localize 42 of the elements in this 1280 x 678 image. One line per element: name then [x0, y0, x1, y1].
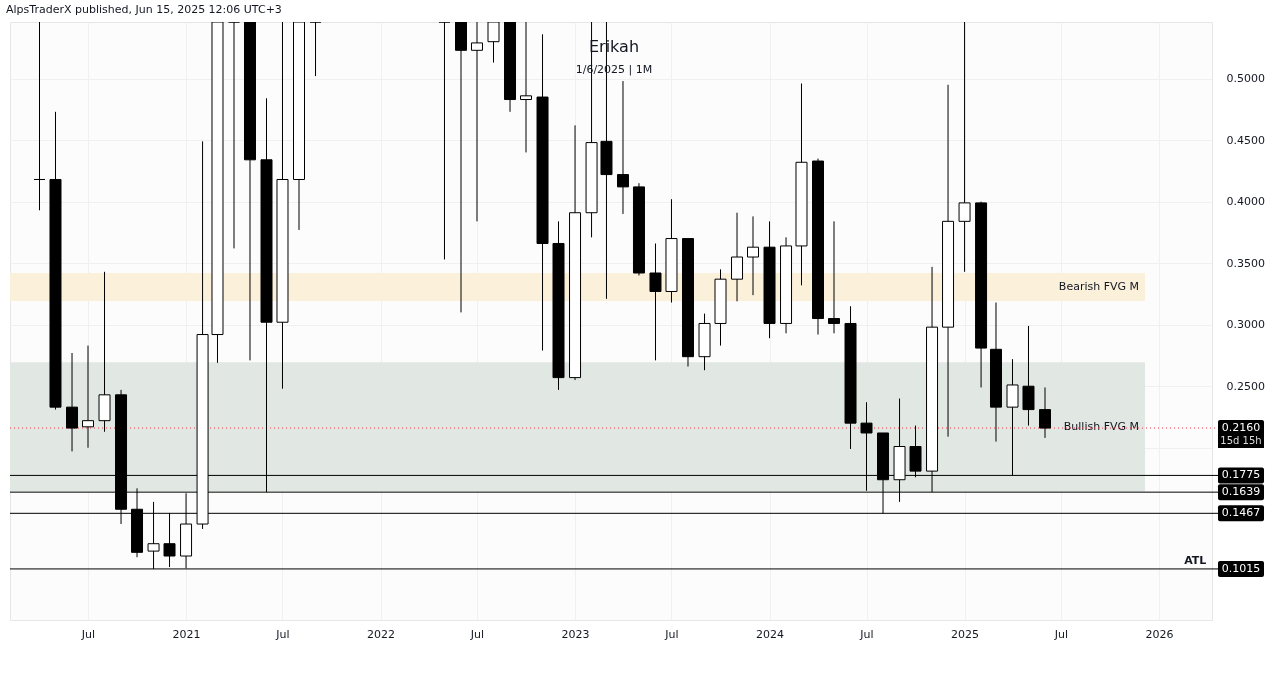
x-tick-label: Jul: [275, 627, 290, 641]
x-tick-label: 2023: [561, 627, 590, 641]
x-tick-label: Jul: [1053, 627, 1069, 641]
y-tick-label: 0.5000: [1226, 72, 1265, 86]
candlestick: [82, 345, 94, 449]
candlestick: [438, 22, 451, 260]
candlestick: [649, 242, 662, 361]
ref-line-label: 0.1775: [1221, 468, 1261, 482]
y-tick-label: 0.2500: [1226, 379, 1265, 393]
x-tick-label: 2021: [172, 627, 201, 641]
annotation: ATL: [1184, 553, 1207, 567]
candlestick: [1039, 386, 1052, 439]
x-tick-label: 2024: [756, 627, 785, 641]
y-tick-label: 0.4500: [1226, 133, 1265, 147]
x-tick-label: 2025: [951, 627, 980, 641]
candlestick: [731, 212, 744, 302]
candlestick: [616, 80, 629, 215]
candlestick: [66, 352, 79, 452]
text: AlpsTraderX published, Jun 15, 2025 12:06 UTC+3: [6, 3, 282, 16]
band-label: Bullish FVG M: [1063, 419, 1140, 433]
x-tick-label: Jul: [859, 627, 874, 641]
y-tick-label: 0.3500: [1226, 256, 1265, 270]
candlestick: [828, 220, 840, 334]
candlestick: [747, 215, 760, 296]
text: 15d 15h: [1220, 435, 1262, 447]
candlestick: [1022, 325, 1035, 427]
ref-line-label: 0.1639: [1221, 485, 1261, 499]
candlestick: [309, 22, 322, 77]
x-tick-label: Jul: [80, 627, 96, 641]
y-tick-label: 0.3000: [1226, 318, 1265, 332]
x-tick-label: Jul: [664, 627, 679, 641]
candlestick: [33, 22, 46, 211]
ref-line-label: 0.1015: [1221, 561, 1261, 575]
candlestick: [228, 22, 240, 249]
ref-line-label: 0.2160: [1221, 421, 1261, 435]
x-tick-label: 2026: [1145, 627, 1174, 641]
x-tick-label: Jul: [469, 627, 485, 641]
ref-line-label: 0.1467: [1221, 506, 1261, 520]
x-tick-label: 2022: [367, 627, 396, 641]
band-label: Bearish FVG M: [1058, 280, 1140, 294]
candlestick: [455, 22, 467, 313]
y-tick-label: 0.4000: [1226, 195, 1265, 209]
